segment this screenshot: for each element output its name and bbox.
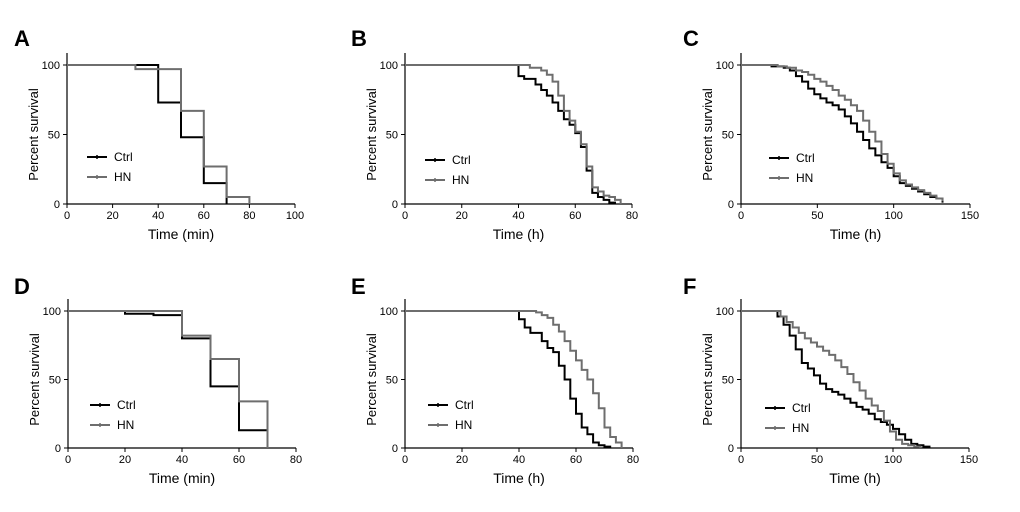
x-tick-label: 20	[456, 454, 468, 466]
x-axis-title: Time (min)	[148, 226, 214, 242]
panel-d: D 0 20 40 60 80 0 50 100 Time (min) Percent surviv…	[14, 274, 302, 486]
y-axis-title: Percent survival	[700, 333, 715, 426]
x-axis-title: Time (min)	[149, 470, 215, 486]
x-axis-title: Time (h)	[493, 226, 545, 242]
panel-letter: A	[14, 26, 30, 51]
series-line-ctrl	[405, 64, 616, 204]
panel-a: A 0 20 40 60 80 100 0 50 100 Time (min) Percent sur…	[14, 26, 304, 242]
y-tick-label: 100	[380, 306, 398, 318]
y-tick-label: 0	[55, 443, 61, 455]
legend-label: HN	[452, 173, 469, 187]
y-tick-label: 0	[728, 443, 734, 455]
x-tick-label: 100	[884, 454, 902, 466]
x-tick-label: 100	[884, 210, 902, 222]
panel-letter: F	[683, 274, 696, 299]
y-tick-label: 0	[728, 199, 734, 211]
x-tick-label: 100	[286, 210, 304, 222]
series-line-hn	[405, 310, 623, 448]
x-tick-label: 40	[512, 210, 524, 222]
legend-label: Ctrl	[117, 398, 136, 412]
x-tick-label: 0	[402, 454, 408, 466]
y-tick-label: 100	[716, 60, 734, 72]
legend-label: HN	[792, 421, 809, 435]
legend-label: HN	[114, 170, 131, 184]
y-tick-label: 50	[48, 130, 60, 142]
x-tick-label: 50	[811, 210, 823, 222]
y-tick-label: 100	[380, 60, 398, 72]
x-tick-label: 60	[198, 210, 210, 222]
x-tick-label: 60	[233, 454, 245, 466]
panel-letter: B	[351, 26, 367, 51]
series-line-ctrl	[67, 64, 228, 204]
x-tick-label: 80	[626, 210, 638, 222]
series-line-ctrl	[405, 310, 612, 448]
x-axis-title: Time (h)	[493, 470, 545, 486]
y-tick-label: 0	[392, 443, 398, 455]
series-line-hn	[68, 310, 269, 448]
x-tick-label: 0	[64, 210, 70, 222]
x-tick-label: 150	[960, 454, 978, 466]
y-tick-label: 100	[716, 306, 734, 318]
legend-label: HN	[455, 418, 472, 432]
legend-label: HN	[117, 418, 134, 432]
legend-label: Ctrl	[796, 151, 815, 165]
series-line-ctrl	[68, 310, 269, 448]
y-axis-title: Percent survival	[364, 333, 379, 426]
x-tick-label: 0	[738, 210, 744, 222]
y-tick-label: 0	[392, 199, 398, 211]
x-tick-label: 40	[513, 454, 525, 466]
y-tick-label: 50	[386, 130, 398, 142]
x-tick-label: 150	[961, 210, 979, 222]
x-tick-label: 60	[569, 210, 581, 222]
y-axis-title: Percent survival	[26, 88, 41, 181]
x-tick-label: 40	[176, 454, 188, 466]
series-line-hn	[67, 64, 251, 204]
x-axis-title: Time (h)	[830, 226, 882, 242]
x-tick-label: 0	[402, 210, 408, 222]
y-tick-label: 0	[54, 199, 60, 211]
panel-letter: E	[351, 274, 366, 299]
series-line-hn	[741, 64, 944, 202]
y-axis-title: Percent survival	[27, 333, 42, 426]
y-axis-title: Percent survival	[700, 88, 715, 181]
y-axis-title: Percent survival	[364, 88, 379, 181]
x-tick-label: 60	[570, 454, 582, 466]
x-tick-label: 80	[243, 210, 255, 222]
x-axis-title: Time (h)	[829, 470, 881, 486]
x-tick-label: 20	[106, 210, 118, 222]
panel-b: B 0 20 40 60 80 0 50 100 Time (h) Percent survival…	[351, 26, 638, 242]
series-line-hn	[405, 64, 622, 204]
y-tick-label: 50	[722, 130, 734, 142]
x-tick-label: 0	[65, 454, 71, 466]
x-tick-label: 80	[290, 454, 302, 466]
y-tick-label: 100	[43, 306, 61, 318]
y-tick-label: 50	[722, 375, 734, 387]
legend-label: Ctrl	[792, 401, 811, 415]
y-tick-label: 50	[386, 375, 398, 387]
legend-label: Ctrl	[114, 150, 133, 164]
x-tick-label: 0	[738, 454, 744, 466]
series-line-ctrl	[741, 64, 944, 203]
y-tick-label: 50	[49, 375, 61, 387]
panel-e: E 0 20 40 60 80 0 50 100 Time (h) Percent survival…	[351, 274, 639, 486]
series-line-hn	[741, 310, 922, 448]
x-tick-label: 20	[119, 454, 131, 466]
y-tick-label: 100	[42, 60, 60, 72]
x-tick-label: 50	[811, 454, 823, 466]
legend-label: Ctrl	[452, 153, 471, 167]
x-tick-label: 40	[152, 210, 164, 222]
x-tick-label: 80	[627, 454, 639, 466]
panel-letter: C	[683, 26, 699, 51]
legend-label: HN	[796, 171, 813, 185]
x-tick-label: 20	[456, 210, 468, 222]
series-line-ctrl	[741, 310, 931, 448]
panel-letter: D	[14, 274, 30, 299]
legend-label: Ctrl	[455, 398, 474, 412]
